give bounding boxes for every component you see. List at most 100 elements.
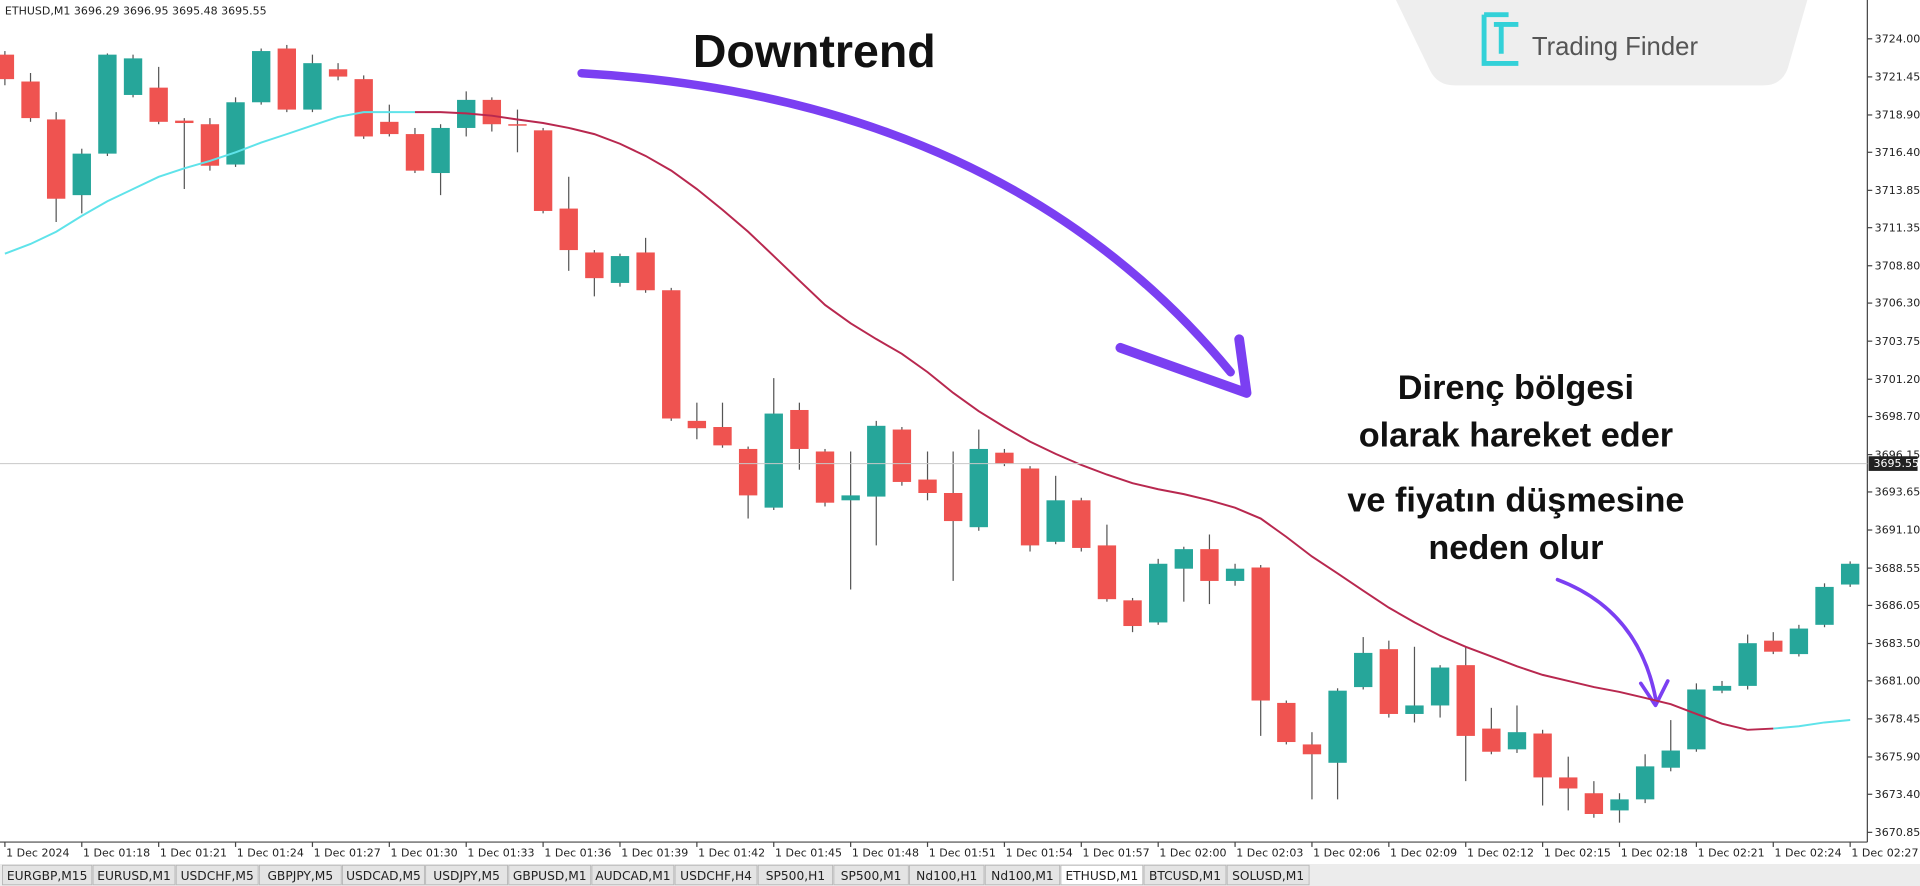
tab[interactable] [591,864,675,886]
tab-label[interactable]: USDCHF,M5 [181,869,254,883]
small-arrow-head [1638,679,1670,708]
candle-body [559,208,578,251]
tab-label[interactable]: Nd100,H1 [916,869,977,883]
candle-body [1815,586,1834,625]
y-tick-label: 3711.35 [1875,221,1920,234]
tab-label[interactable]: GBPJPY,M5 [267,869,333,883]
candle-body [1430,667,1450,706]
x-tick-label: 1 Dec 02:12 [1467,847,1534,860]
candle-body [1020,468,1040,546]
note-line: olarak hareket eder [1359,417,1673,455]
tab[interactable] [674,864,758,886]
candle-body [1251,567,1270,701]
tab-label[interactable]: AUDCAD,M1 [595,869,670,883]
tab-label[interactable]: USDCAD,M5 [346,869,421,883]
tab-label[interactable]: USDCHF,H4 [680,869,752,883]
x-tick-label: 1 Dec 01:54 [1006,847,1073,860]
y-tick-label: 3716.40 [1875,146,1920,159]
candle-body [1482,728,1501,752]
tab[interactable] [92,864,176,886]
tab-label[interactable]: SP500,M1 [841,869,902,883]
tab[interactable] [258,864,342,886]
tab[interactable] [1226,864,1310,886]
note-line: neden olur [1428,529,1603,567]
trend-arrow [577,68,1670,708]
tab-label[interactable]: SOLUSD,M1 [1232,869,1304,883]
tab[interactable] [175,864,259,886]
x-tick-label: 1 Dec 02:18 [1621,847,1688,860]
candle-body [764,413,783,508]
tab-label[interactable]: Nd100,M1 [991,869,1054,883]
candle-body [738,448,758,496]
tab[interactable] [984,864,1061,886]
candle-body [98,54,117,154]
candle-body [610,256,630,283]
x-tick-label: 1 Dec 02:24 [1774,847,1841,860]
candle-body [508,124,527,126]
tab[interactable] [2,864,93,886]
x-tick-label: 1 Dec 01:30 [391,847,458,860]
candle-body [1200,549,1219,581]
logo-text: Trading Finder [1532,33,1699,61]
candle-body [815,451,835,503]
candle-body [1584,793,1604,814]
y-tick-label: 3706.30 [1875,297,1920,310]
x-tick-label: 1 Dec 01:42 [698,847,765,860]
y-tick-label: 3675.90 [1875,751,1920,764]
tab[interactable] [757,864,834,886]
tab[interactable] [425,864,508,886]
tab-label[interactable]: GBPUSD,M1 [513,869,587,883]
candle-body [790,409,809,449]
tab-label[interactable]: USDJPY,M5 [433,869,500,883]
note-line: Direnç bölgesi [1398,369,1634,407]
x-tick-label: 1 Dec 01:27 [314,847,381,860]
tab-label[interactable]: SP500,H1 [766,869,825,883]
tab[interactable] [909,864,985,886]
tab[interactable] [342,864,425,886]
candle-body [662,290,681,419]
x-tick-label: 1 Dec 01:24 [237,847,304,860]
x-tick-label: 1 Dec 01:18 [83,847,150,860]
candle-body [482,99,502,125]
y-tick-label: 3718.90 [1875,109,1920,122]
x-tick-label: 1 Dec 02:27 [1851,847,1918,860]
candle-body [969,448,988,528]
candle-body [277,48,296,110]
x-tick-label: 1 Dec 02:21 [1698,847,1765,860]
candle-body [1354,652,1373,688]
y-tick-label: 3701.20 [1875,373,1920,386]
candle-body [21,81,40,119]
candle-body [1635,766,1655,800]
y-tick-label: 3691.10 [1875,524,1920,537]
candle-body [431,127,450,174]
logo-icon [1481,12,1519,66]
candle-body [1738,643,1757,686]
tab-label[interactable]: ETHUSD,M1 [1065,869,1138,883]
tab-label[interactable]: BTCUSD,M1 [1149,869,1221,883]
y-tick-label: 3681.00 [1875,674,1920,687]
tab[interactable] [1060,864,1144,886]
x-tick-label: 1 Dec 02:06 [1313,847,1380,860]
candle-body [1328,690,1347,763]
symbol-header: ETHUSD,M1 3696.29 3696.95 3695.48 3695.5… [5,5,267,18]
candle-body [1610,799,1629,811]
candle-body [123,58,143,95]
candle-body [918,479,937,493]
x-tick-label: 1 Dec 01:48 [852,847,919,860]
x-tick-label: 1 Dec 01:51 [929,847,996,860]
arrow-head [1115,334,1252,398]
x-tick-label: 1 Dec 01:36 [544,847,611,860]
y-tick-label: 3686.05 [1875,599,1920,612]
candle-body [1225,568,1245,581]
y-tick-label: 3688.55 [1875,562,1920,575]
tab[interactable] [508,864,592,886]
candle-body [943,492,963,522]
candle-body [1840,563,1860,585]
tab-label[interactable]: EURUSD,M1 [97,869,171,883]
tab[interactable] [1143,864,1227,886]
candle-body [1149,563,1168,623]
x-tick-label: 1 Dec 02:15 [1544,847,1611,860]
tab-label[interactable]: EURGBP,M15 [7,869,87,883]
tab[interactable] [833,864,909,886]
moving-average [414,111,1774,731]
